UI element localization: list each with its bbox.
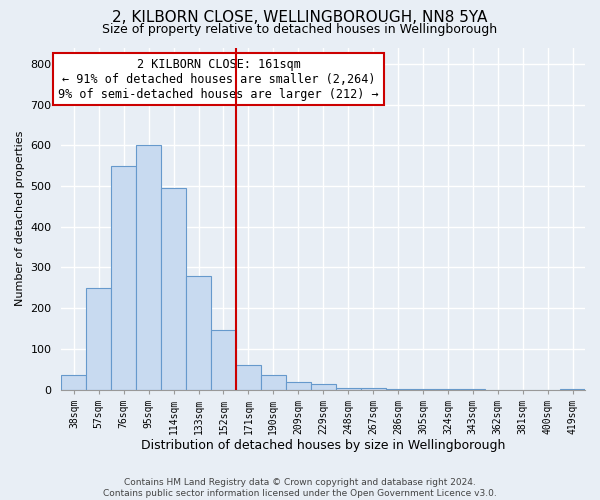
Text: 2, KILBORN CLOSE, WELLINGBOROUGH, NN8 5YA: 2, KILBORN CLOSE, WELLINGBOROUGH, NN8 5Y… <box>112 10 488 25</box>
Bar <box>111 166 136 390</box>
Bar <box>361 388 386 390</box>
Bar <box>261 376 286 390</box>
Bar <box>86 288 111 390</box>
Y-axis label: Number of detached properties: Number of detached properties <box>15 131 25 306</box>
Bar <box>236 365 261 390</box>
Text: Contains HM Land Registry data © Crown copyright and database right 2024.
Contai: Contains HM Land Registry data © Crown c… <box>103 478 497 498</box>
Bar <box>560 389 585 390</box>
Bar <box>211 330 236 390</box>
Bar <box>311 384 335 390</box>
Bar <box>161 188 186 390</box>
Text: Size of property relative to detached houses in Wellingborough: Size of property relative to detached ho… <box>103 22 497 36</box>
Bar <box>61 376 86 390</box>
Bar <box>386 389 410 390</box>
X-axis label: Distribution of detached houses by size in Wellingborough: Distribution of detached houses by size … <box>141 440 505 452</box>
Bar <box>335 388 361 390</box>
Bar <box>286 382 311 390</box>
Bar <box>136 145 161 390</box>
Text: 2 KILBORN CLOSE: 161sqm
← 91% of detached houses are smaller (2,264)
9% of semi-: 2 KILBORN CLOSE: 161sqm ← 91% of detache… <box>58 58 379 101</box>
Bar <box>186 276 211 390</box>
